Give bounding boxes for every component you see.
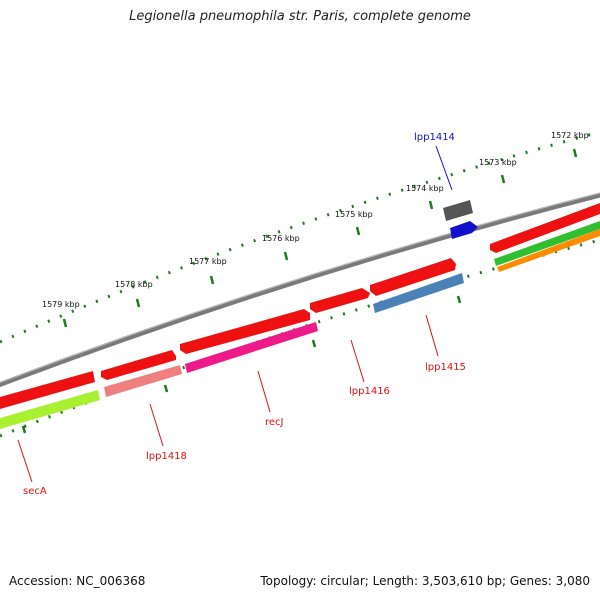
kbp-label-1578: 1578 kbp [115, 280, 153, 289]
feature-track [0, 221, 600, 429]
kbp-label-1579: 1579 kbp [42, 300, 80, 309]
gene-forward-e[interactable] [370, 258, 456, 296]
gene-forward-c[interactable] [180, 309, 310, 354]
tick-1576 [283, 251, 289, 261]
gene-lpp1418[interactable] [104, 365, 182, 397]
line-lpp1414 [435, 145, 453, 191]
inner-tick-1 [21, 425, 27, 434]
kbp-label-1576: 1576 kbp [262, 234, 300, 243]
line-recJ [257, 370, 271, 413]
line-lpp1418 [149, 403, 164, 447]
gene-forward-a[interactable] [0, 371, 95, 409]
label-lines [17, 145, 453, 483]
genome-summary: Topology: circular; Length: 3,503,610 bp… [260, 574, 590, 588]
gene-gray-top[interactable] [443, 200, 473, 221]
gene-lpp1415[interactable] [373, 273, 464, 313]
kbp-label-1574: 1574 kbp [406, 184, 444, 193]
line-lpp1415 [425, 314, 439, 357]
gene-orange-right[interactable] [497, 229, 600, 272]
kbp-label-1572: 1572 kbp [551, 131, 589, 140]
tick-1572 [572, 148, 578, 158]
gene-secA[interactable] [0, 390, 100, 429]
label-lpp1414[interactable]: lpp1414 [414, 132, 455, 143]
line-lpp1416 [350, 339, 365, 383]
label-lpp1416[interactable]: lpp1416 [349, 386, 390, 397]
inner-tick-3 [311, 339, 317, 348]
tick-1574 [428, 200, 434, 210]
inner-tick-2 [163, 384, 169, 393]
label-lpp1415[interactable]: lpp1415 [425, 362, 466, 373]
gene-recJ[interactable] [185, 322, 318, 373]
line-secA [17, 439, 33, 483]
map-title: Legionella pneumophila str. Paris, compl… [129, 9, 471, 24]
kbp-label-1573: 1573 kbp [479, 158, 517, 167]
kbp-ring-inner [0, 238, 600, 438]
forward-genes [0, 203, 600, 409]
genome-backbone [0, 192, 600, 388]
kbp-ring-outer [0, 130, 600, 344]
kbp-label-1575: 1575 kbp [335, 210, 373, 219]
tick-1578 [135, 298, 141, 308]
gene-forward-f[interactable] [490, 203, 600, 253]
tick-1577 [209, 275, 215, 285]
inner-tick-4 [456, 295, 462, 304]
gene-green-right[interactable] [494, 221, 600, 266]
tick-1579 [62, 318, 68, 328]
label-lpp1418[interactable]: lpp1418 [146, 451, 187, 462]
gene-forward-d[interactable] [310, 288, 370, 313]
gene-lpp1414[interactable] [450, 221, 478, 239]
tick-1573 [500, 174, 506, 184]
label-secA[interactable]: secA [23, 486, 47, 497]
kbp-inner-major-ticks [21, 295, 462, 434]
tick-1575 [355, 226, 361, 236]
label-recJ[interactable]: recJ [265, 417, 284, 428]
gene-forward-b[interactable] [101, 350, 176, 380]
genome-backbone-highlight [0, 192, 600, 384]
kbp-major-ticks [62, 148, 578, 328]
accession-label: Accession: NC_006368 [9, 574, 146, 588]
kbp-label-1577: 1577 kbp [189, 257, 227, 266]
